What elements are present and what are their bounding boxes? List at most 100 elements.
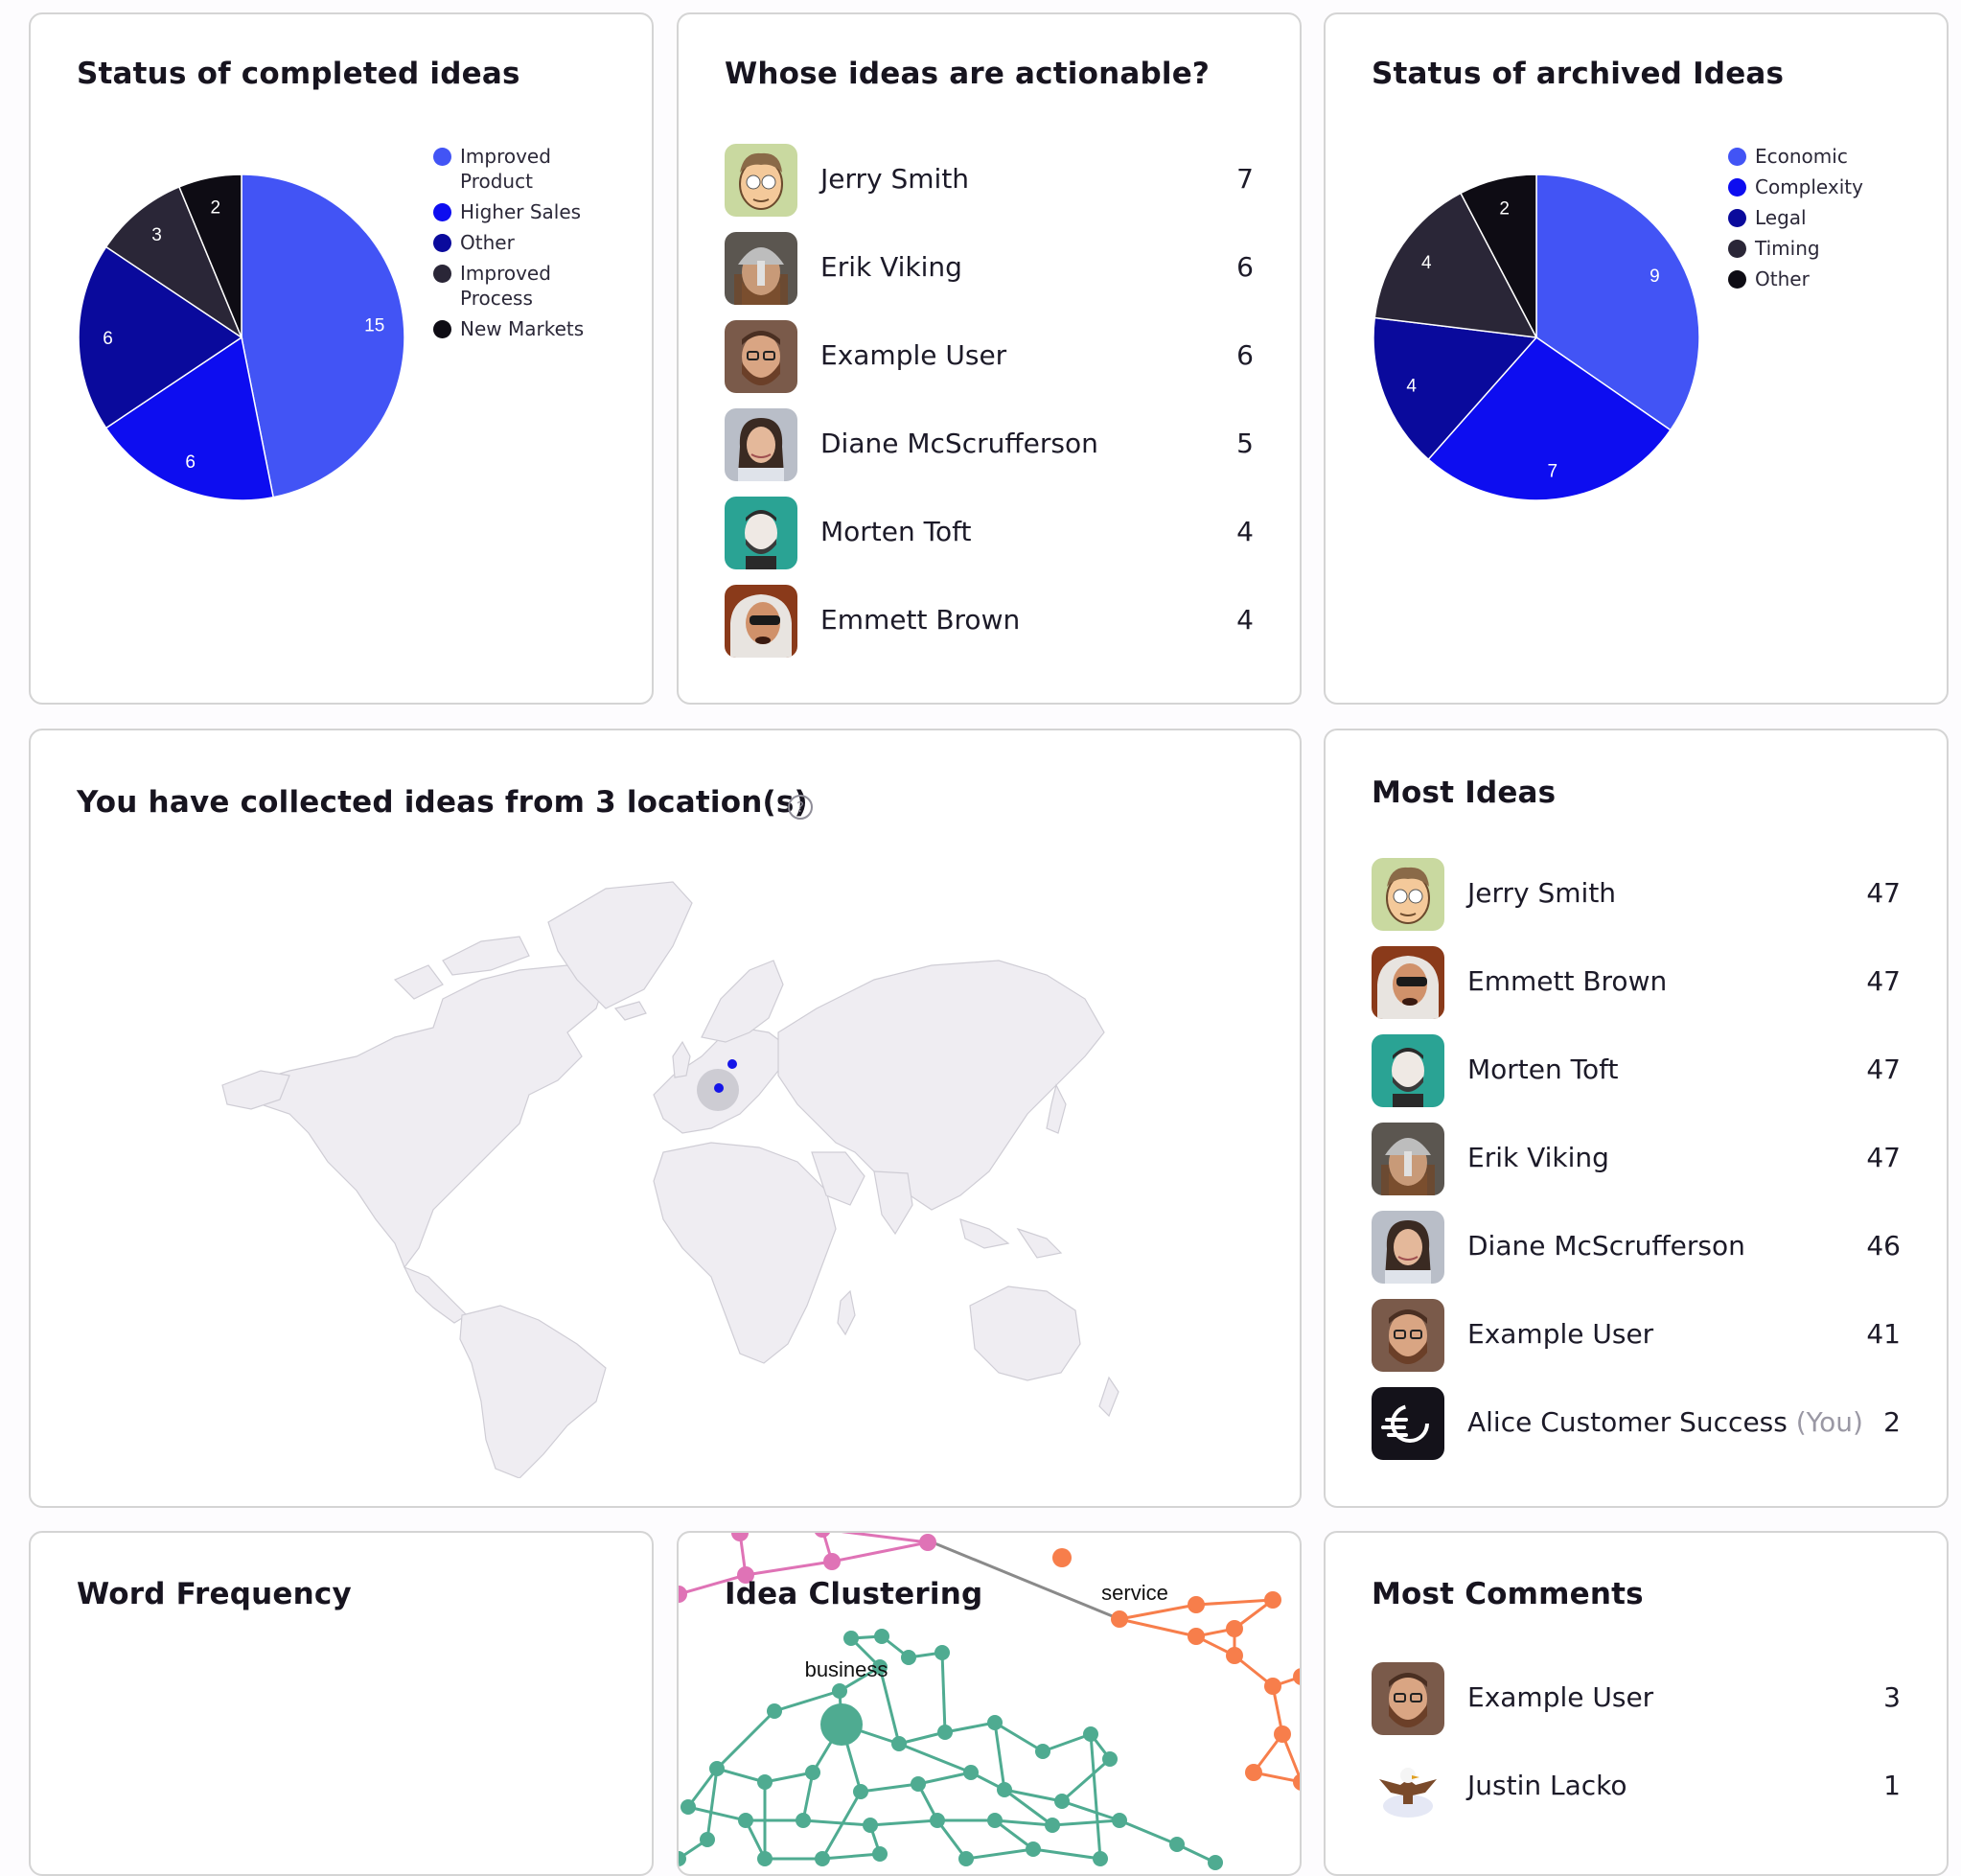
person-row[interactable]: Example User 6: [725, 320, 1254, 393]
cluster-node[interactable]: [1112, 1813, 1127, 1828]
cluster-node[interactable]: [1083, 1726, 1098, 1742]
person-row[interactable]: Morten Toft 4: [725, 497, 1254, 569]
person-row[interactable]: Example User 41: [1372, 1299, 1901, 1372]
legend-item[interactable]: Improved Product: [433, 144, 625, 194]
cluster-node[interactable]: [700, 1832, 715, 1847]
cluster-node[interactable]: [863, 1818, 878, 1833]
cluster-node[interactable]: [832, 1683, 847, 1699]
pie-slice[interactable]: [78, 245, 243, 429]
most-ideas-people-list: Jerry Smith 47 Emmett Brown 47 Morten Toft…: [1372, 858, 1901, 1475]
legend-item[interactable]: Higher Sales: [433, 199, 625, 224]
cluster-node[interactable]: [1226, 1620, 1243, 1637]
cluster-node[interactable]: [709, 1761, 725, 1776]
cluster-node[interactable]: [930, 1813, 945, 1828]
cluster-node[interactable]: [911, 1776, 926, 1792]
cluster-node[interactable]: [815, 1851, 830, 1866]
cluster-node[interactable]: [853, 1784, 868, 1799]
cluster-node[interactable]: [737, 1566, 754, 1584]
cluster-node[interactable]: [1169, 1837, 1185, 1852]
pie-slice[interactable]: [1535, 174, 1700, 431]
cluster-node[interactable]: [934, 1645, 950, 1660]
legend-item[interactable]: Other: [433, 230, 625, 255]
pie-slice[interactable]: [1373, 316, 1538, 461]
person-row[interactable]: Diane McScrufferson 5: [725, 408, 1254, 481]
legend-item[interactable]: Timing: [1728, 236, 1920, 261]
person-row[interactable]: Jerry Smith 7: [725, 144, 1254, 217]
cluster-node[interactable]: [1035, 1744, 1050, 1759]
cluster-node[interactable]: [1264, 1591, 1281, 1609]
cluster-node[interactable]: [937, 1725, 953, 1740]
cluster-node[interactable]: [1045, 1818, 1060, 1833]
cluster-node[interactable]: [1245, 1764, 1262, 1781]
cluster-node[interactable]: [805, 1765, 820, 1780]
person-name: Emmett Brown: [1467, 965, 1668, 997]
cluster-node[interactable]: [767, 1703, 782, 1719]
person-row[interactable]: Diane McScrufferson 46: [1372, 1211, 1901, 1284]
cluster-node[interactable]: [814, 1533, 831, 1538]
legend-item[interactable]: Economic: [1728, 144, 1920, 169]
world-map[interactable]: [203, 865, 1162, 1478]
person-row[interactable]: Emmett Brown 4: [725, 585, 1254, 658]
question-circle-icon[interactable]: ?: [788, 795, 813, 820]
card-title: Word Frequency: [77, 1577, 352, 1611]
cluster-node[interactable]: [796, 1813, 811, 1828]
person-row[interactable]: Example User 3: [1372, 1662, 1901, 1735]
pie-slice[interactable]: [1373, 192, 1538, 338]
person-row[interactable]: Emmett Brown 47: [1372, 946, 1901, 1019]
cluster-node[interactable]: [958, 1851, 974, 1866]
pie-slice[interactable]: [104, 185, 243, 339]
cluster-node[interactable]: [1293, 1668, 1302, 1685]
cluster-node[interactable]: [919, 1534, 936, 1551]
pie-slice[interactable]: [1459, 174, 1537, 338]
cluster-node[interactable]: [1052, 1548, 1072, 1567]
cluster-node[interactable]: [1111, 1610, 1128, 1628]
cluster-node[interactable]: [823, 1553, 841, 1570]
person-name: Erik Viking: [820, 251, 962, 283]
cluster-node[interactable]: [1026, 1841, 1041, 1857]
cluster-node[interactable]: [1093, 1851, 1108, 1866]
cluster-node[interactable]: [987, 1813, 1003, 1828]
cluster-node[interactable]: [874, 1629, 889, 1644]
person-row[interactable]: Morten Toft 47: [1372, 1034, 1901, 1107]
cluster-node[interactable]: [843, 1631, 859, 1646]
cluster-node[interactable]: [679, 1586, 687, 1603]
pie-slice[interactable]: [104, 336, 275, 501]
pie-slice[interactable]: [177, 174, 242, 338]
person-row[interactable]: Alice Customer Success (You) 2: [1372, 1387, 1901, 1460]
pie-slice[interactable]: [241, 174, 405, 498]
cluster-node[interactable]: [1274, 1725, 1291, 1743]
person-row[interactable]: Erik Viking 47: [1372, 1123, 1901, 1195]
person-count: 47: [1866, 965, 1901, 997]
legend-item[interactable]: Complexity: [1728, 174, 1920, 199]
person-row[interactable]: Erik Viking 6: [725, 232, 1254, 305]
cluster-node[interactable]: [891, 1736, 907, 1751]
cluster-node[interactable]: [757, 1851, 773, 1866]
cluster-node[interactable]: [987, 1715, 1003, 1730]
legend-item[interactable]: Legal: [1728, 205, 1920, 230]
person-row[interactable]: Jerry Smith 47: [1372, 858, 1901, 931]
cluster-node[interactable]: [997, 1782, 1012, 1797]
cluster-node[interactable]: [820, 1703, 863, 1746]
person-row[interactable]: Justin Lacko 1: [1372, 1750, 1901, 1823]
cluster-node[interactable]: [1264, 1678, 1281, 1695]
cluster-node[interactable]: [731, 1533, 749, 1541]
cluster-node[interactable]: [1188, 1596, 1205, 1613]
cluster-node[interactable]: [757, 1774, 773, 1790]
person-count: 6: [1236, 339, 1254, 371]
cluster-node[interactable]: [1188, 1628, 1205, 1645]
cluster-node[interactable]: [1102, 1751, 1118, 1767]
cluster-node[interactable]: [681, 1799, 696, 1815]
legend-item[interactable]: Improved Process: [433, 261, 625, 311]
cluster-node[interactable]: [1208, 1855, 1223, 1870]
pie-slice[interactable]: [1427, 336, 1672, 501]
cluster-node[interactable]: [872, 1659, 888, 1675]
cluster-node[interactable]: [1293, 1773, 1302, 1791]
cluster-node[interactable]: [901, 1650, 916, 1665]
cluster-node[interactable]: [963, 1765, 979, 1780]
cluster-node[interactable]: [872, 1846, 888, 1862]
cluster-node[interactable]: [1226, 1647, 1243, 1664]
legend-item[interactable]: New Markets: [433, 316, 625, 341]
cluster-node[interactable]: [738, 1813, 753, 1828]
legend-item[interactable]: Other: [1728, 266, 1920, 291]
cluster-node[interactable]: [1054, 1794, 1070, 1809]
